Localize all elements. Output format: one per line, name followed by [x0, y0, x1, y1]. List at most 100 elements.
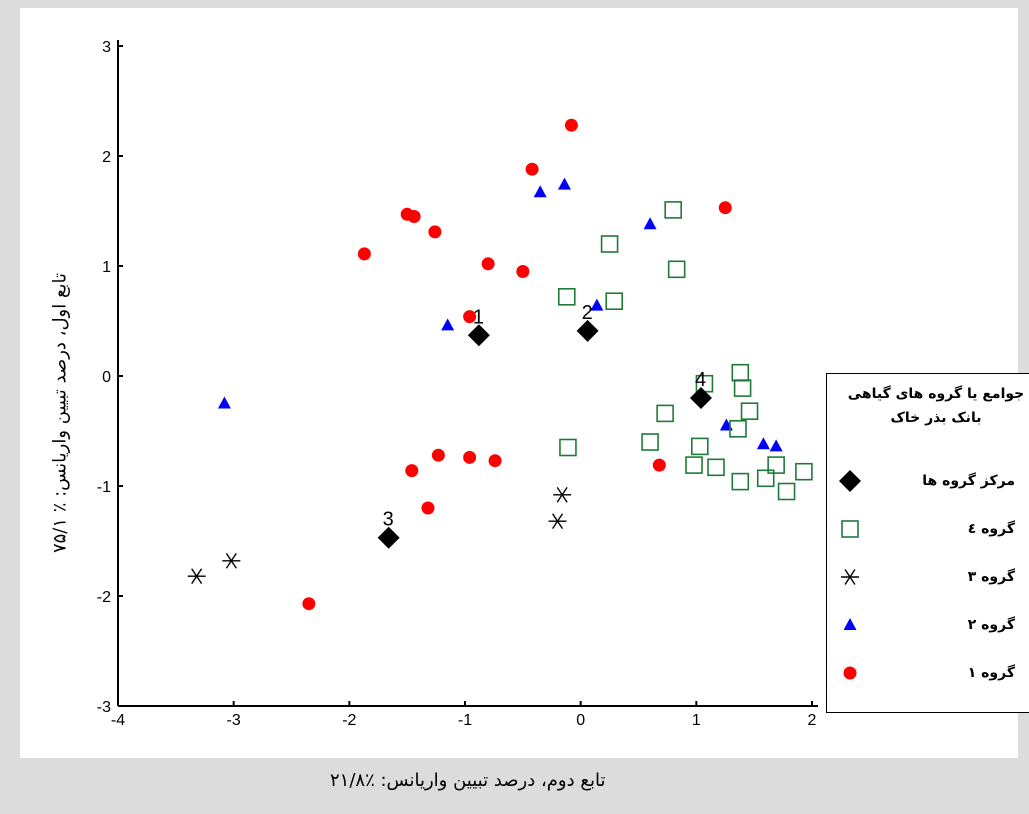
- square-point: [740, 402, 759, 421]
- legend-item: گروه ٤: [837, 514, 1029, 544]
- square-point: [777, 482, 796, 501]
- triangle-point: [441, 318, 455, 331]
- square-point: [767, 456, 785, 474]
- legend-item-label: گروه ۳: [967, 569, 1015, 585]
- legend-marker: [841, 569, 859, 585]
- square-point: [641, 433, 659, 451]
- legend-item-label: گروه ٤: [967, 521, 1015, 537]
- legend-item-label: گروه ۲: [967, 617, 1015, 633]
- square-point: [559, 438, 577, 457]
- circle-point: [421, 501, 435, 515]
- x-tick-label: -4: [111, 712, 125, 729]
- legend-circle-icon: [843, 666, 857, 680]
- circle-point: [516, 265, 530, 278]
- legend-marker: [843, 666, 857, 680]
- x-tick-label: -2: [342, 712, 356, 729]
- legend: جوامع یا گروه های گیاهی بانک بذر خاک مرک…: [826, 373, 1029, 713]
- centroid-label: 2: [582, 302, 593, 324]
- square-point: [664, 201, 683, 219]
- y-tick-label: 1: [102, 259, 111, 276]
- square-point: [733, 379, 752, 397]
- square-point: [667, 260, 686, 279]
- square-point: [685, 456, 703, 474]
- square-point: [600, 235, 619, 253]
- diamond-point: [689, 387, 712, 409]
- circle-point: [405, 464, 419, 478]
- square-point: [729, 419, 747, 438]
- square-point: [795, 462, 813, 481]
- diamond-point: [467, 324, 490, 347]
- circle-point: [525, 162, 539, 176]
- legend-marker: [843, 618, 857, 630]
- centroid-label: 3: [383, 509, 394, 531]
- square-point: [557, 287, 576, 306]
- triangle-point: [769, 439, 783, 452]
- legend-item: مرکز گروه ها: [837, 466, 1029, 496]
- circle-point: [488, 454, 502, 468]
- y-tick-label: -2: [97, 589, 111, 606]
- x-tick-label: 0: [576, 712, 585, 729]
- triangle-point: [533, 185, 547, 198]
- square-point: [691, 437, 709, 456]
- asterisk-point: [553, 486, 572, 503]
- circle-point: [481, 257, 495, 271]
- y-tick-label: -3: [97, 699, 111, 716]
- legend-diamond-icon: [839, 470, 861, 492]
- y-tick-label: 2: [102, 149, 111, 166]
- circle-point: [718, 201, 732, 215]
- x-tick-label: -1: [458, 712, 472, 729]
- circle-point: [652, 458, 666, 472]
- asterisk-point: [187, 568, 206, 585]
- circle-point: [407, 210, 421, 223]
- x-axis-label: تابع دوم، درصد تبیین واریانس: ٪۲۱/۸: [330, 770, 606, 791]
- square-point: [605, 292, 624, 311]
- legend-item-label: گروه ۱: [967, 665, 1015, 681]
- centroid-label: 1: [473, 306, 484, 328]
- legend-item: گروه ۲: [837, 610, 1029, 640]
- data-marks: 1 2 3 4: [187, 118, 813, 611]
- circle-point: [463, 310, 477, 324]
- legend-title: جوامع یا گروه های گیاهی بانک بذر خاک: [827, 382, 1029, 430]
- legend-title-line2: بانک بذر خاک: [890, 410, 982, 426]
- triangle-point: [756, 437, 770, 450]
- legend-title-line1: جوامع یا گروه های گیاهی: [847, 386, 1025, 402]
- centroid-label: 4: [695, 369, 706, 391]
- square-point: [731, 363, 750, 382]
- square-point: [707, 458, 725, 477]
- asterisk-point: [548, 513, 567, 530]
- legend-item: گروه ۳: [837, 562, 1029, 592]
- circle-point: [564, 118, 578, 132]
- square-point: [731, 472, 750, 491]
- circle-point: [357, 247, 371, 261]
- legend-item-label: مرکز گروه ها: [922, 473, 1015, 489]
- diamond-point: [377, 526, 400, 549]
- square-point: [756, 469, 775, 488]
- square-point: [656, 404, 674, 423]
- y-tick-label: 0: [102, 369, 111, 386]
- triangle-point: [217, 396, 231, 409]
- x-tick-label: 2: [808, 712, 817, 729]
- triangle-point: [643, 217, 657, 230]
- y-tick-label: -1: [97, 479, 111, 496]
- x-tick-label: 1: [692, 712, 701, 729]
- asterisk-point: [222, 552, 241, 569]
- circle-point: [431, 448, 445, 462]
- legend-marker: [839, 470, 861, 492]
- legend-triangle-icon: [843, 618, 857, 630]
- circle-point: [463, 450, 477, 464]
- circle-point: [428, 225, 442, 239]
- x-tick-label: -3: [227, 712, 241, 729]
- legend-square-icon: [841, 520, 859, 538]
- triangle-point: [590, 298, 604, 311]
- circle-point: [302, 597, 316, 611]
- legend-marker: [841, 520, 859, 538]
- triangle-point: [557, 177, 571, 190]
- y-tick-label: 3: [102, 39, 111, 56]
- y-axis-label: تابع اول، درصد تبیین واریانس: ٪ ۷۵/۱: [49, 272, 71, 554]
- legend-item: گروه ۱: [837, 658, 1029, 688]
- diamond-point: [576, 319, 599, 342]
- legend-asterisk-icon: [841, 569, 859, 585]
